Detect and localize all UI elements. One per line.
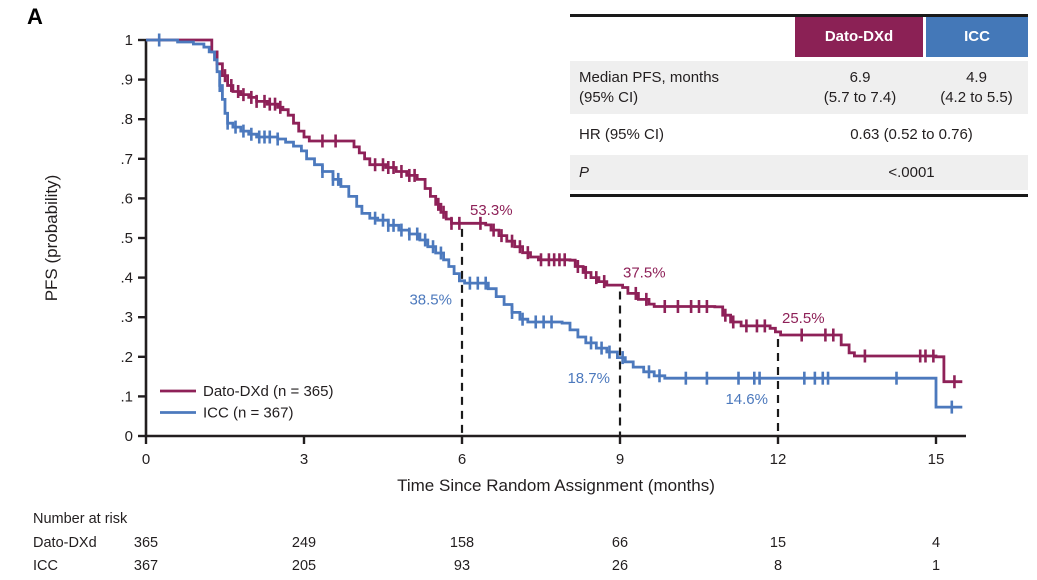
at-risk-row-label-icc: ICC — [33, 558, 58, 574]
annotation-14.6pct: 14.6% — [725, 391, 768, 408]
x-tick-label: 15 — [928, 451, 945, 468]
median-pfs-dato-value: 6.9 (5.7 to 7.4) — [795, 68, 925, 107]
p-value-row: P <.0001 — [570, 155, 1028, 190]
at-risk-value: 367 — [133, 558, 159, 574]
y-tick-label: .6 — [120, 190, 133, 207]
at-risk-value: 249 — [291, 535, 317, 551]
table-header-spacer — [570, 17, 795, 57]
x-tick-label: 3 — [300, 451, 308, 468]
annotation-38.5pct: 38.5% — [409, 292, 452, 309]
at-risk-value: 205 — [291, 558, 317, 574]
x-tick-label: 6 — [458, 451, 466, 468]
x-tick-label: 9 — [616, 451, 624, 468]
hazard-ratio-row: HR (95% CI) 0.63 (0.52 to 0.76) — [570, 118, 1028, 151]
at-risk-value: 93 — [453, 558, 471, 574]
censor-marks-icc — [157, 33, 954, 414]
y-tick-label: .2 — [120, 349, 133, 366]
annotation-18.7pct: 18.7% — [567, 370, 610, 387]
y-axis-label: PFS (probability) — [42, 175, 61, 302]
x-axis-label: Time Since Random Assignment (months) — [397, 476, 715, 495]
table-header-row: Dato-DXd ICC — [570, 17, 1028, 57]
at-risk-value: 365 — [133, 535, 159, 551]
median-pfs-icc-line1: 4.9 — [966, 69, 987, 86]
annotation-25.5pct: 25.5% — [782, 310, 825, 327]
median-pfs-dato-ci: (5.7 to 7.4) — [823, 88, 897, 106]
y-tick-label: .5 — [120, 230, 133, 247]
stats-table: Dato-DXd ICC Median PFS, months (95% CI)… — [570, 14, 1028, 197]
table-top-border — [570, 14, 1028, 17]
km-curve-dato-dxd — [146, 38, 963, 384]
median-pfs-icc-value: 4.9 (4.2 to 5.5) — [925, 68, 1028, 107]
x-tick-label: 0 — [142, 451, 150, 468]
y-tick-label: .9 — [120, 72, 133, 89]
table-bottom-border — [570, 194, 1028, 197]
at-risk-value: 8 — [773, 558, 783, 574]
at-risk-value: 26 — [611, 558, 629, 574]
at-risk-value: 158 — [449, 535, 475, 551]
median-pfs-dato-line1: 6.9 — [849, 69, 871, 86]
at-risk-row-label-dato-dxd: Dato-DXd — [33, 535, 97, 551]
at-risk-value: 1 — [931, 558, 941, 574]
panel-label: A — [27, 4, 43, 29]
median-pfs-label-line1: Median PFS, months — [579, 69, 720, 86]
at-risk-value: 66 — [611, 535, 629, 551]
p-value-label: P — [579, 163, 590, 181]
annotation-53.3pct: 53.3% — [470, 202, 513, 219]
median-pfs-label-line2: (95% CI) — [579, 88, 639, 106]
censor-marks-dato-dxd — [215, 57, 956, 389]
median-pfs-icc-ci: (4.2 to 5.5) — [940, 88, 1013, 106]
table-header-dato: Dato-DXd — [795, 17, 923, 57]
y-tick-label: .3 — [120, 309, 133, 326]
legend-label-dato-dxd: Dato-DXd (n = 365) — [203, 383, 333, 400]
y-tick-label: 0 — [125, 428, 133, 445]
km-chart: 0 .1 .2 .3 .4 .5 .6 .7 .8 .9 1 0 3 6 9 12 15 Time Since R… — [42, 32, 966, 495]
median-pfs-row: Median PFS, months (95% CI) 6.9 (5.7 to … — [570, 61, 1028, 114]
hazard-ratio-label: HR (95% CI) — [579, 125, 665, 143]
p-value: <.0001 — [888, 164, 935, 181]
y-tick-label: .1 — [120, 388, 133, 405]
legend-label-icc: ICC (n = 367) — [203, 405, 293, 422]
at-risk-title: Number at risk — [33, 511, 128, 527]
y-tick-label: 1 — [125, 32, 133, 49]
y-tick-label: .4 — [120, 270, 133, 287]
median-pfs-label: Median PFS, months (95% CI) — [570, 61, 795, 114]
hazard-ratio-value: 0.63 (0.52 to 0.76) — [850, 126, 973, 143]
y-tick-label: .8 — [120, 111, 133, 128]
x-tick-label: 12 — [770, 451, 787, 468]
table-header-icc: ICC — [926, 17, 1028, 57]
y-tick-label: .7 — [120, 151, 133, 168]
annotation-37.5pct: 37.5% — [623, 265, 666, 282]
at-risk-value: 15 — [769, 535, 787, 551]
at-risk-value: 4 — [931, 535, 941, 551]
